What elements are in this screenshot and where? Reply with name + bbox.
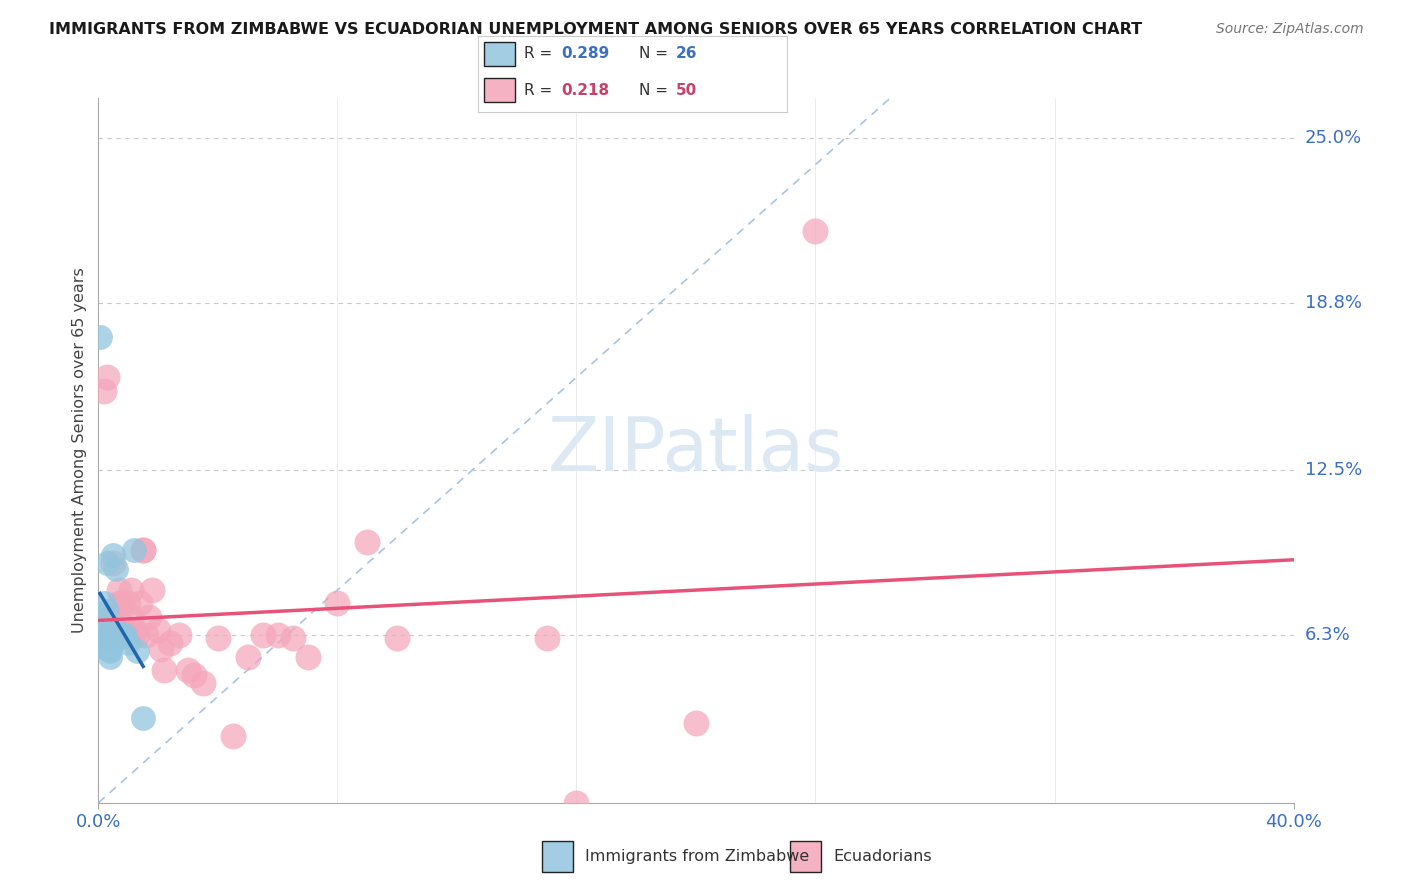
Ecuadorians [124,623,146,637]
Ecuadorians [159,636,181,650]
Immigrants from Zimbabwe [98,649,122,664]
Text: Source: ZipAtlas.com: Source: ZipAtlas.com [1216,22,1364,37]
Ecuadorians [222,729,245,743]
Ecuadorians [111,628,134,642]
Immigrants from Zimbabwe [124,543,146,558]
Ecuadorians [167,628,190,642]
Immigrants from Zimbabwe [96,557,118,571]
Ecuadorians [111,596,134,610]
Immigrants from Zimbabwe [89,330,111,344]
Ecuadorians [385,631,409,645]
FancyBboxPatch shape [484,78,515,103]
Immigrants from Zimbabwe [103,628,125,642]
Ecuadorians [96,370,118,384]
Text: N =: N = [638,46,672,62]
Ecuadorians [685,716,707,731]
Text: 26: 26 [676,46,697,62]
Ecuadorians [236,649,259,664]
Text: Ecuadorians: Ecuadorians [832,849,932,863]
Ecuadorians [138,609,160,624]
Ecuadorians [103,557,125,571]
FancyBboxPatch shape [790,840,821,872]
Ecuadorians [132,543,155,558]
Ecuadorians [103,628,125,642]
Immigrants from Zimbabwe [127,644,149,658]
Ecuadorians [191,676,214,690]
Ecuadorians [105,628,128,642]
Immigrants from Zimbabwe [91,631,114,645]
Text: 0.289: 0.289 [561,46,610,62]
Ecuadorians [183,668,205,682]
FancyBboxPatch shape [543,840,574,872]
Immigrants from Zimbabwe [96,628,118,642]
Text: 18.8%: 18.8% [1305,293,1361,312]
Text: 12.5%: 12.5% [1305,461,1362,479]
Ecuadorians [108,628,131,642]
Ecuadorians [117,596,139,610]
Immigrants from Zimbabwe [103,549,125,563]
Ecuadorians [120,583,142,598]
Text: R =: R = [524,46,558,62]
Immigrants from Zimbabwe [114,628,136,642]
Ecuadorians [127,628,149,642]
Ecuadorians [804,224,827,238]
Ecuadorians [565,796,588,810]
Text: R =: R = [524,83,558,98]
Immigrants from Zimbabwe [96,641,118,656]
Ecuadorians [153,663,176,677]
Ecuadorians [267,628,290,642]
Ecuadorians [98,609,122,624]
Immigrants from Zimbabwe [98,628,122,642]
Ecuadorians [108,596,131,610]
Text: ZIPatlas: ZIPatlas [548,414,844,487]
Ecuadorians [150,641,173,656]
Ecuadorians [108,583,131,598]
Immigrants from Zimbabwe [93,620,115,634]
Text: 6.3%: 6.3% [1305,626,1350,644]
Immigrants from Zimbabwe [90,636,112,650]
Text: 0.218: 0.218 [561,83,610,98]
Ecuadorians [117,628,139,642]
Immigrants from Zimbabwe [98,641,122,656]
Ecuadorians [114,620,136,634]
Immigrants from Zimbabwe [132,711,155,725]
Ecuadorians [93,384,115,398]
Ecuadorians [120,609,142,624]
Immigrants from Zimbabwe [117,636,139,650]
Ecuadorians [141,583,163,598]
Immigrants from Zimbabwe [111,628,134,642]
Immigrants from Zimbabwe [108,631,131,645]
Ecuadorians [96,631,118,645]
Text: IMMIGRANTS FROM ZIMBABWE VS ECUADORIAN UNEMPLOYMENT AMONG SENIORS OVER 65 YEARS : IMMIGRANTS FROM ZIMBABWE VS ECUADORIAN U… [49,22,1142,37]
Ecuadorians [129,596,152,610]
Ecuadorians [356,535,378,549]
Ecuadorians [105,623,128,637]
Text: 25.0%: 25.0% [1305,129,1362,147]
Ecuadorians [132,543,155,558]
Immigrants from Zimbabwe [96,604,118,618]
Text: 50: 50 [676,83,697,98]
Ecuadorians [326,596,349,610]
Immigrants from Zimbabwe [105,623,128,637]
Ecuadorians [135,628,157,642]
Ecuadorians [281,631,304,645]
Immigrants from Zimbabwe [93,636,115,650]
Ecuadorians [252,628,274,642]
Ecuadorians [114,628,136,642]
Ecuadorians [148,623,170,637]
Immigrants from Zimbabwe [98,644,122,658]
Ecuadorians [98,628,122,642]
Y-axis label: Unemployment Among Seniors over 65 years: Unemployment Among Seniors over 65 years [72,268,87,633]
Ecuadorians [536,631,558,645]
Immigrants from Zimbabwe [90,628,112,642]
Immigrants from Zimbabwe [105,562,128,576]
Ecuadorians [297,649,319,664]
Text: Immigrants from Zimbabwe: Immigrants from Zimbabwe [585,849,810,863]
FancyBboxPatch shape [484,42,515,66]
Ecuadorians [207,631,229,645]
Immigrants from Zimbabwe [93,596,115,610]
Text: N =: N = [638,83,672,98]
Ecuadorians [177,663,200,677]
